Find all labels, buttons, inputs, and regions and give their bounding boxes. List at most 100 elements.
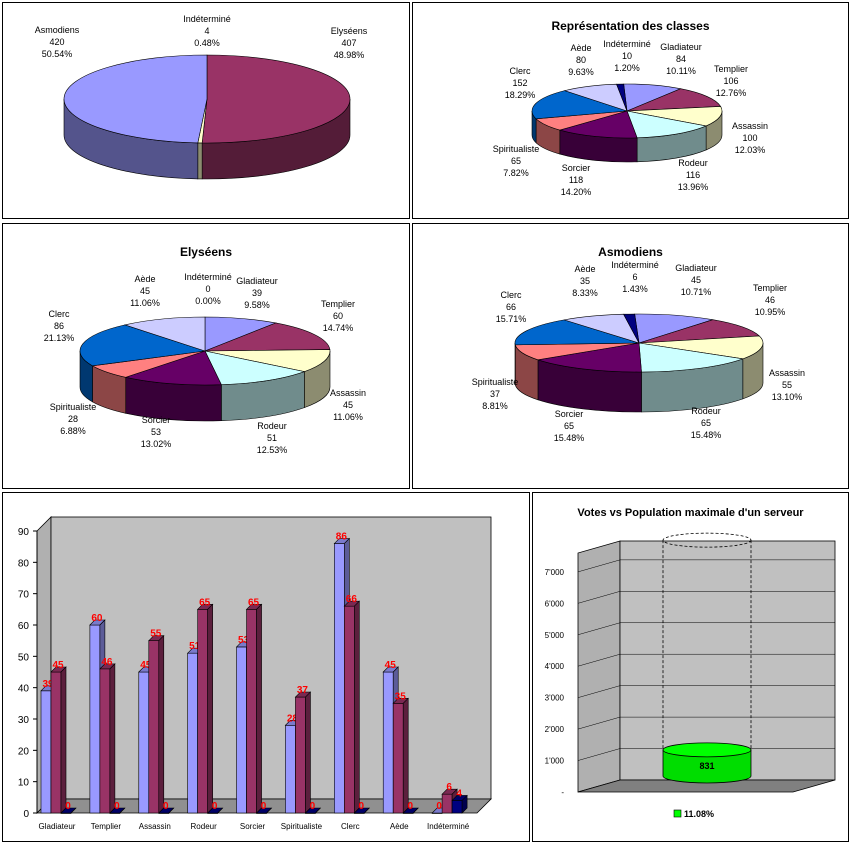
asmodiens-pie-panel: Asmodiens Gladiateur 45 10.71% Templier 46 10…: [412, 223, 849, 489]
bar-value-label: 86: [336, 532, 348, 543]
pie-slice-assassin: [626, 106, 723, 127]
chart-back-wall: [50, 516, 492, 800]
bar-value-label: 0: [114, 801, 120, 812]
pie-label-indetermine: Indéterminé 10 1.20%: [603, 39, 651, 73]
pie-slice-templier: [204, 322, 331, 352]
pie-label-aede: Aède 80 9.63%: [568, 43, 594, 77]
pie-label-aede: Aède 35 8.33%: [572, 264, 598, 298]
bar-gladiateur-s1: [50, 666, 67, 814]
pie-label-templier: Templier 60 14.74%: [321, 299, 355, 333]
bar-value-label: 37: [297, 685, 309, 696]
cylinder-value-label: 831: [699, 761, 714, 771]
chart-title: Représentation des classes: [551, 19, 710, 33]
pie-slice-assassin: [638, 335, 764, 360]
y-tick-label: 2'000: [545, 725, 565, 734]
bar-value-label: 45: [140, 660, 152, 671]
pie-slice-clerc: [531, 90, 628, 120]
bar-value-label: 53: [238, 635, 250, 646]
chart-floor: [577, 779, 836, 793]
pie-label-elyseens: Elyséens 407 48.98%: [331, 26, 368, 60]
x-tick-label: Rodeur: [191, 822, 218, 831]
population-panel: Votes vs Population maximale d'un serveu…: [532, 492, 849, 842]
bar-value-label: 51: [189, 641, 201, 652]
legend-label: 11.08%: [684, 809, 714, 819]
bar-sorcier-s1: [245, 603, 263, 814]
bar-sorcier-s2: [255, 807, 273, 814]
pie-top: [79, 316, 331, 386]
pie-label-spiritualiste: Spiritualiste 28 6.88%: [50, 402, 97, 436]
y-tick-label: 4'000: [545, 662, 565, 671]
bar-templier-s2: [109, 807, 126, 814]
pie-top: [514, 313, 764, 373]
asmodiens-pie-chart: Gladiateur 45 10.71% Templier 46 10.95% Assass…: [472, 260, 805, 443]
pie-label-gladiateur: Gladiateur 84 10.11%: [660, 42, 702, 76]
pie-sides: [514, 342, 764, 413]
y-tick-label: 50: [18, 652, 30, 663]
chart-back-wall: [619, 540, 836, 781]
bar-value-label: 39: [42, 679, 54, 690]
legend-swatch: [673, 809, 682, 818]
pie-top: [63, 54, 351, 144]
bar-value-label: 45: [52, 660, 64, 671]
pie-slice-assassin: [204, 349, 331, 372]
pie-label-spiritualiste: Spiritualiste 37 8.81%: [472, 377, 519, 411]
pie-label-clerc: Clerc 66 15.71%: [496, 290, 527, 324]
y-tick-label: 20: [18, 746, 30, 757]
classes-pie-panel: Représentation des classes Gladiateur 84 1…: [412, 2, 849, 219]
pie-label-indetermine: Indéterminé 4 0.48%: [183, 14, 231, 48]
chart-title: Asmodiens: [598, 245, 663, 259]
bar-value-label: 0: [65, 801, 71, 812]
bar-value-label: 0: [163, 801, 169, 812]
bar-value-label: 6: [446, 782, 452, 793]
pie-label-assassin: Assassin 45 11.06%: [330, 388, 366, 422]
pie-slice-asmodiens: [201, 54, 351, 144]
bar-aede-s2: [402, 807, 419, 814]
pie-label-assassin: Assassin 55 13.10%: [769, 368, 805, 402]
y-tick-label: 80: [18, 558, 30, 569]
bar-value-label: 0: [407, 801, 413, 812]
pie-label-spiritualiste: Spiritualiste 65 7.82%: [493, 144, 540, 178]
y-tick-label: 60: [18, 621, 30, 632]
pie-label-asmodiens: Asmodiens 420 50.54%: [35, 25, 80, 59]
bar-value-label: 45: [385, 660, 397, 671]
pie-label-sorcier: Sorcier 118 14.20%: [561, 163, 592, 197]
bar-assassin-s1: [148, 634, 165, 814]
bar-value-label: 66: [346, 594, 358, 605]
y-tick-label: -: [561, 788, 564, 797]
gridline: [577, 591, 621, 604]
y-tick-label: 6'000: [545, 599, 565, 608]
class-bar-chart: 010203040506070809039450Gladiateur60460T…: [18, 516, 492, 831]
elyseens-pie-panel: Elyséens Gladiateur 39 9.58% Templier 60 14.7…: [2, 223, 410, 489]
bar-value-label: 55: [150, 629, 162, 640]
x-tick-label: Assassin: [139, 822, 171, 831]
y-tick-label: 10: [18, 778, 30, 789]
pie-top: [531, 83, 723, 139]
y-tick-label: 3'000: [545, 694, 565, 703]
pie-slice-gladiateur: [634, 313, 713, 344]
pie-label-aede: Aède 45 11.06%: [130, 274, 160, 308]
bar-aede-s1: [392, 697, 409, 814]
pie-slice-clerc: [79, 324, 206, 367]
pie-label-clerc: Clerc 152 18.29%: [505, 66, 536, 100]
bar-clerc-s2: [353, 807, 371, 814]
bar-value-label: 0: [212, 801, 218, 812]
y-tick-label: 1'000: [545, 757, 565, 766]
x-tick-label: Gladiateur: [39, 822, 76, 831]
pie-slice-clerc: [514, 319, 640, 346]
pie-label-sorcier: Sorcier 53 13.02%: [141, 415, 172, 449]
bar-value-label: 65: [248, 597, 260, 608]
pie-label-rodeur: Rodeur 51 12.53%: [257, 421, 288, 455]
bar-indetermine-s2: [451, 794, 468, 814]
pie-slice-elyseens: [63, 54, 208, 144]
bar-value-label: 35: [395, 691, 407, 702]
y-tick-label: 5'000: [545, 631, 565, 640]
pie-slice-templier: [638, 319, 761, 344]
bar-value-label: 46: [101, 657, 113, 668]
classes-pie-chart: Gladiateur 84 10.11% Templier 106 12.76% Assas…: [493, 39, 768, 197]
pie-slice-sorcier: [558, 110, 638, 139]
pie-slice-sorcier: [124, 350, 222, 386]
gridline: [577, 653, 621, 667]
pie-label-templier: Templier 46 10.95%: [753, 283, 787, 317]
cylinder-max-outline: [662, 532, 752, 548]
population-chart: - 1'000 2'000 3'000 4'000 5'000 6'000 7'000 831 1…: [545, 532, 836, 819]
